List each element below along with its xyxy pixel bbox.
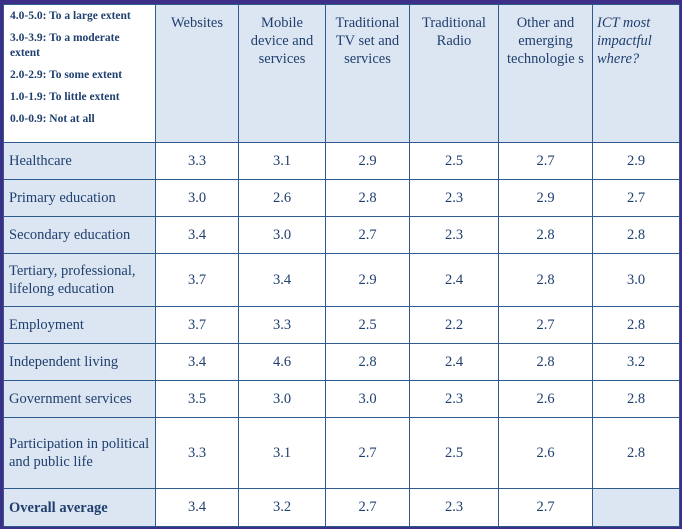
table-cell: 2.7: [325, 417, 410, 489]
header-row: 4.0-5.0: To a large extent 3.0-3.9: To a…: [3, 4, 680, 143]
table-row: Government services 3.5 3.0 3.0 2.3 2.6 2.8: [3, 380, 680, 418]
table-cell: 2.9: [592, 142, 680, 180]
table-cell: 2.8: [498, 216, 593, 254]
overall-empty-cell: [592, 488, 680, 527]
table-cell: 3.0: [592, 253, 680, 307]
table-cell: 2.5: [409, 142, 499, 180]
legend-item: 3.0-3.9: To a moderate extent: [10, 32, 120, 59]
table-cell: 2.8: [592, 417, 680, 489]
table-cell: 3.0: [325, 380, 410, 418]
table-cell: 2.3: [409, 179, 499, 217]
table-cell: 2.6: [238, 179, 326, 217]
table-cell: 3.3: [155, 142, 239, 180]
row-label: Primary education: [3, 179, 156, 217]
row-label: Government services: [3, 380, 156, 418]
table-cell: 3.4: [155, 216, 239, 254]
table-cell: 2.8: [498, 343, 593, 381]
table-cell: 3.1: [238, 417, 326, 489]
table-cell: 3.4: [238, 253, 326, 307]
table-row: Independent living 3.4 4.6 2.8 2.4 2.8 3.2: [3, 343, 680, 381]
legend-item: 4.0-5.0: To a large extent: [10, 10, 131, 22]
column-header-radio: Traditional Radio: [409, 4, 499, 143]
table-cell: 3.0: [238, 380, 326, 418]
ict-impact-table: 4.0-5.0: To a large extent 3.0-3.9: To a…: [3, 4, 680, 527]
table-cell: 2.7: [325, 216, 410, 254]
scale-legend: 4.0-5.0: To a large extent 3.0-3.9: To a…: [3, 4, 156, 143]
table-cell: 2.2: [409, 306, 499, 344]
table-cell: 2.8: [498, 253, 593, 307]
table-cell: 2.9: [325, 253, 410, 307]
overall-average-label: Overall average: [3, 488, 156, 527]
overall-value: 2.3: [409, 488, 499, 527]
table-cell: 2.8: [325, 343, 410, 381]
table-cell: 2.6: [498, 380, 593, 418]
column-header-websites: Websites: [155, 4, 239, 143]
legend-item: 2.0-2.9: To some extent: [10, 69, 123, 81]
table-cell: 2.8: [592, 306, 680, 344]
table-cell: 2.7: [592, 179, 680, 217]
table-cell: 2.7: [498, 306, 593, 344]
table-cell: 2.5: [325, 306, 410, 344]
legend-item: 1.0-1.9: To little extent: [10, 91, 120, 103]
row-label: Secondary education: [3, 216, 156, 254]
table-row: Healthcare 3.3 3.1 2.9 2.5 2.7 2.9: [3, 142, 680, 180]
row-label: Healthcare: [3, 142, 156, 180]
table-cell: 2.3: [409, 380, 499, 418]
table-cell: 3.7: [155, 253, 239, 307]
table-cell: 2.6: [498, 417, 593, 489]
table-cell: 2.3: [409, 216, 499, 254]
table-cell: 3.3: [155, 417, 239, 489]
table-row: Tertiary, professional, lifelong educati…: [3, 253, 680, 307]
table-cell: 2.8: [592, 216, 680, 254]
table-cell: 3.5: [155, 380, 239, 418]
overall-value: 2.7: [325, 488, 410, 527]
table-cell: 2.4: [409, 253, 499, 307]
column-header-tv: Traditional TV set and services: [325, 4, 410, 143]
table-row: Secondary education 3.4 3.0 2.7 2.3 2.8 2.8: [3, 216, 680, 254]
row-label: Participation in political and public li…: [3, 417, 156, 489]
table-cell: 2.7: [498, 142, 593, 180]
table-row: Participation in political and public li…: [3, 417, 680, 489]
overall-value: 2.7: [498, 488, 593, 527]
table-body: Healthcare 3.3 3.1 2.9 2.5 2.7 2.9 Primary educ…: [3, 142, 680, 489]
table-cell: 3.2: [592, 343, 680, 381]
table-cell: 3.1: [238, 142, 326, 180]
table-cell: 3.7: [155, 306, 239, 344]
table-cell: 3.3: [238, 306, 326, 344]
table-row: Primary education 3.0 2.6 2.8 2.3 2.9 2.7: [3, 179, 680, 217]
overall-value: 3.2: [238, 488, 326, 527]
table-row: Employment 3.7 3.3 2.5 2.2 2.7 2.8: [3, 306, 680, 344]
column-header-other: Other and emerging technologie s: [498, 4, 593, 143]
row-label: Employment: [3, 306, 156, 344]
table-cell: 3.0: [238, 216, 326, 254]
column-header-most-impactful: ICT most impactful where?: [592, 4, 680, 143]
table-cell: 3.0: [155, 179, 239, 217]
overall-value: 3.4: [155, 488, 239, 527]
row-label: Independent living: [3, 343, 156, 381]
table-cell: 3.4: [155, 343, 239, 381]
table-cell: 4.6: [238, 343, 326, 381]
table-cell: 2.9: [498, 179, 593, 217]
table-cell: 2.8: [325, 179, 410, 217]
legend-item: 0.0-0.9: Not at all: [10, 113, 95, 125]
table-cell: 2.8: [592, 380, 680, 418]
table-cell: 2.4: [409, 343, 499, 381]
table-cell: 2.9: [325, 142, 410, 180]
column-header-mobile: Mobile device and services: [238, 4, 326, 143]
overall-average-row: Overall average 3.4 3.2 2.7 2.3 2.7: [3, 488, 680, 527]
row-label: Tertiary, professional, lifelong educati…: [3, 253, 156, 307]
table-cell: 2.5: [409, 417, 499, 489]
